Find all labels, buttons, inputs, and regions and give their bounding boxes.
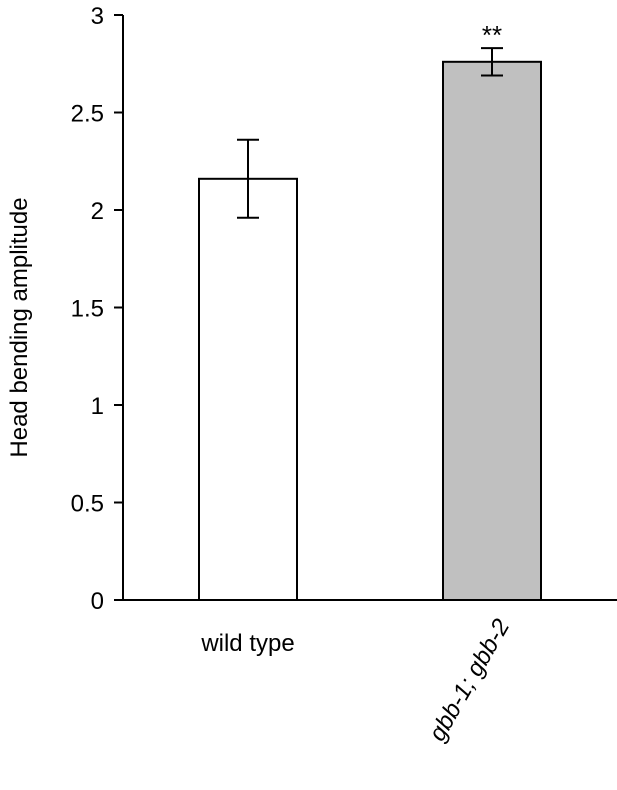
y-tick-label: 1.5: [71, 296, 104, 323]
error-bars: [237, 47, 503, 219]
bar: [442, 60, 542, 602]
y-tick-label: 2: [91, 198, 104, 225]
y-tick-label: 0.5: [71, 491, 104, 518]
y-ticks: 0 0.5 1 1.5 2 2.5 3: [71, 3, 123, 615]
error-bar: [237, 138, 259, 219]
axes: [122, 15, 617, 601]
annotations: **: [482, 20, 502, 50]
significance-annotation: **: [482, 20, 502, 50]
bar: [198, 177, 298, 602]
category-label: wild type: [200, 630, 294, 657]
category-labels: wild type gbb-1; gbb-2: [200, 615, 515, 746]
category-label: gbb-1; gbb-2: [424, 615, 515, 746]
y-tick-label: 2.5: [71, 101, 104, 128]
y-tick-label: 1: [91, 393, 104, 420]
error-bar: [481, 47, 503, 77]
y-axis-label: Head bending amplitude: [6, 197, 33, 457]
y-tick-label: 3: [91, 3, 104, 30]
y-tick-label: 0: [91, 588, 104, 615]
bars: [198, 60, 542, 602]
